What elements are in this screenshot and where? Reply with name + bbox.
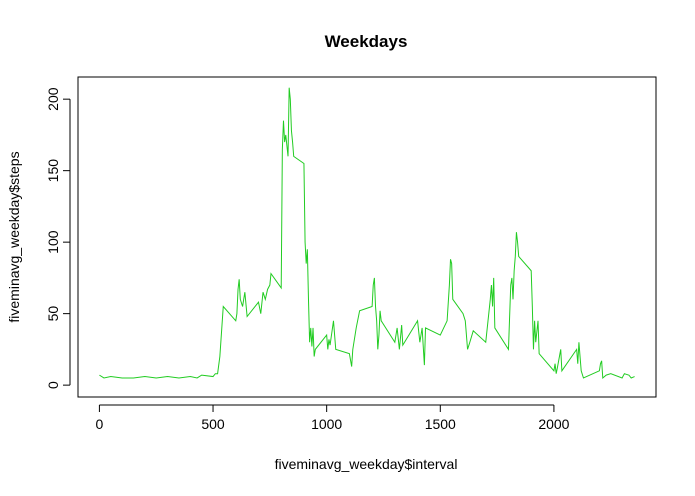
x-tick-label: 0 [96,416,104,432]
x-tick-label: 2000 [538,416,569,432]
x-tick-label: 500 [201,416,225,432]
y-tick-label: 0 [45,381,61,389]
chart-title: Weekdays [325,32,408,51]
y-tick-label: 150 [45,159,61,183]
data-line [99,87,635,379]
x-axis-label: fiveminavg_weekday$interval [275,456,458,472]
y-axis-label: fiveminavg_weekday$steps [6,151,22,322]
x-tick-label: 1000 [311,416,342,432]
y-tick-label: 200 [45,87,61,111]
plot-box [77,76,657,398]
x-tick-label: 1500 [425,416,456,432]
y-tick-label: 100 [45,230,61,254]
y-tick-label: 50 [45,306,61,322]
